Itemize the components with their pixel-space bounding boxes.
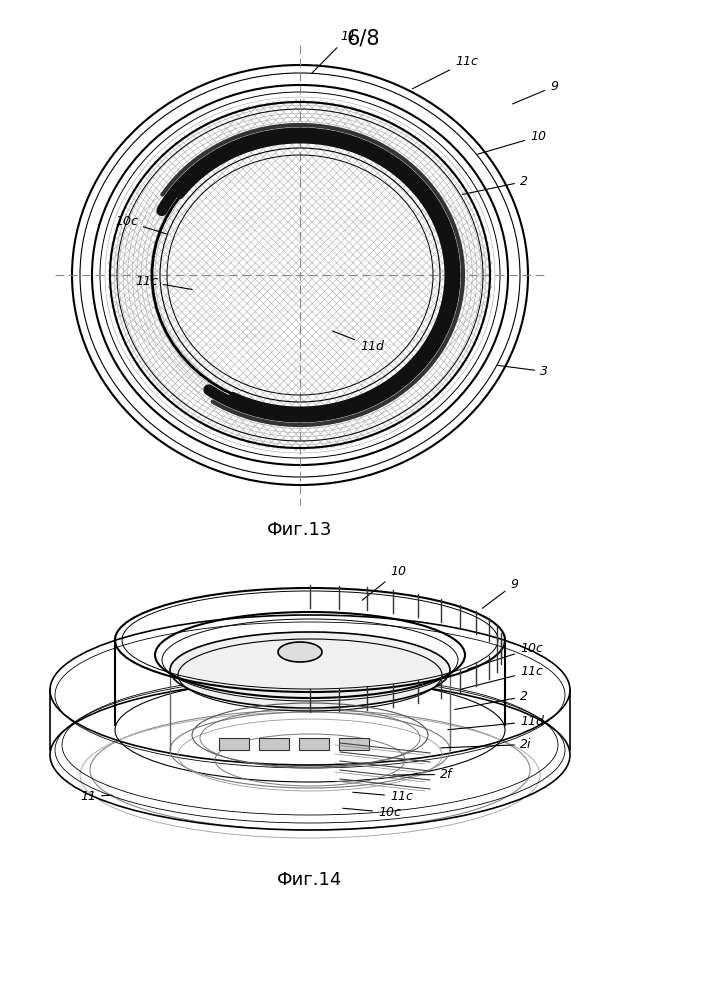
Text: 9: 9 — [513, 80, 558, 104]
Text: Фиг.13: Фиг.13 — [267, 521, 333, 539]
Text: 10c: 10c — [115, 215, 168, 234]
Text: 2: 2 — [454, 690, 528, 709]
Ellipse shape — [278, 642, 322, 662]
Text: Фиг.14: Фиг.14 — [277, 871, 343, 889]
Text: 11d: 11d — [448, 715, 544, 729]
FancyBboxPatch shape — [219, 738, 249, 750]
Ellipse shape — [170, 632, 450, 708]
Text: 10c: 10c — [343, 806, 401, 819]
Text: 11: 11 — [80, 790, 113, 803]
Text: 11c: 11c — [461, 665, 543, 689]
FancyBboxPatch shape — [299, 738, 329, 750]
FancyBboxPatch shape — [339, 738, 369, 750]
Text: 9: 9 — [482, 578, 518, 608]
Text: 11c: 11c — [135, 275, 192, 290]
Text: 11d: 11d — [333, 331, 384, 353]
Text: 3: 3 — [498, 365, 548, 378]
Text: 10: 10 — [362, 565, 406, 600]
Text: 2: 2 — [462, 175, 528, 195]
Text: 2f: 2f — [393, 768, 452, 781]
Text: 10c: 10c — [468, 642, 543, 669]
Text: 2i: 2i — [441, 738, 531, 751]
FancyBboxPatch shape — [259, 738, 289, 750]
Text: 10: 10 — [478, 130, 546, 154]
Text: 11c: 11c — [412, 55, 478, 89]
Text: 6/8: 6/8 — [346, 28, 380, 48]
Text: 11c: 11c — [353, 790, 413, 803]
Text: 11: 11 — [312, 30, 356, 73]
